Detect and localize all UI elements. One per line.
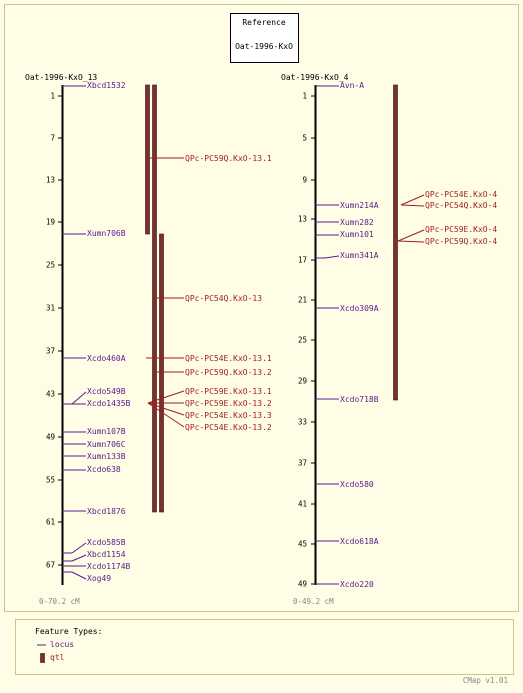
locus-label[interactable]: Xcdo460A [87, 354, 126, 363]
locus-label[interactable]: Xumn706B [87, 229, 126, 238]
locus-label[interactable]: Xumn341A [340, 251, 379, 260]
locus-label[interactable]: Xcdo309A [340, 304, 379, 313]
locus-label[interactable]: Xumn214A [340, 201, 379, 210]
locus-label[interactable]: Xumn101 [340, 230, 374, 239]
locus-label[interactable]: Xbcd1532 [87, 81, 126, 90]
tick-label: 1 [50, 92, 55, 101]
tick-label: 13 [298, 215, 307, 224]
reference-box[interactable]: Reference Oat-1996-KxO [230, 13, 299, 63]
qtl-label[interactable]: QPc-PC59Q.KxO-4 [425, 237, 497, 246]
qtl-list: QPc-PC54E.KxO-4 QPc-PC54Q.KxO-4 QPc-PC59… [397, 190, 497, 246]
qtl-label[interactable]: QPc-PC54E.KxO-13.2 [185, 423, 272, 432]
legend-border [15, 619, 514, 675]
tick-label: 1 [302, 92, 307, 101]
qtl-bar[interactable] [152, 84, 157, 513]
qtl-bars[interactable] [145, 84, 164, 513]
qtl-label[interactable]: QPc-PC59Q.KxO-13.1 [185, 154, 272, 163]
locus-label[interactable]: Xcdo585B [87, 538, 126, 547]
locus-label[interactable]: Xumn107B [87, 427, 126, 436]
locus-label[interactable]: Xog49 [87, 574, 111, 583]
qtl-label[interactable]: QPc-PC59Q.KxO-13.2 [185, 368, 272, 377]
tick-label: 25 [298, 336, 307, 345]
qtl-bar[interactable] [145, 84, 150, 235]
locus-label[interactable]: Xcdo618A [340, 537, 379, 546]
locus-label[interactable]: Xcdo580 [340, 480, 374, 489]
locus-label[interactable]: Xcdo1174B [87, 562, 131, 571]
legend-item-qtl: qtl [50, 653, 65, 662]
locus-label[interactable]: Xcdo1435B [87, 399, 131, 408]
tick-label: 33 [298, 418, 307, 427]
reference-title: Reference [242, 18, 286, 27]
qtl-label[interactable]: QPc-PC59E.KxO-13.2 [185, 399, 272, 408]
locus-label[interactable]: Xbcd1876 [87, 507, 126, 516]
locus-label[interactable]: Xbcd1154 [87, 550, 126, 559]
reference-set: Oat-1996-KxO [235, 42, 293, 51]
tick-label: 21 [298, 296, 307, 305]
map-4: Oat-1996-KxO_4 1 5 9 13 17 21 25 29 33 3… [281, 73, 497, 606]
tick-label: 61 [46, 518, 55, 527]
map-13: Oat-1996-KxO_13 1 7 13 19 25 31 37 43 49… [25, 73, 272, 606]
tick-label: 55 [46, 476, 55, 485]
locus-label[interactable]: Xcdo220 [340, 580, 374, 589]
legend-title: Feature Types: [35, 627, 102, 636]
tick-label: 29 [298, 377, 307, 386]
tick-label: 13 [46, 176, 55, 185]
map-title[interactable]: Oat-1996-KxO_13 [25, 73, 97, 82]
tick-label: 9 [302, 176, 307, 185]
locus-label[interactable]: Xcdo638 [87, 465, 121, 474]
footer-version: CMap v1.01 [463, 676, 508, 685]
qtl-label[interactable]: QPc-PC54E.KxO-4 [425, 190, 497, 199]
tick-label: 19 [46, 218, 55, 227]
tick-label: 7 [50, 134, 55, 143]
qtl-label[interactable]: QPc-PC54Q.KxO-13 [185, 294, 262, 303]
legend-item-locus: locus [50, 640, 74, 649]
axis-ticks: 1 7 13 19 25 31 37 43 49 55 61 67 [46, 92, 62, 570]
tick-label: 43 [46, 390, 55, 399]
locus-list: Avn-A Xumn214A Xumn282 Xumn101 Xumn341A … [315, 81, 379, 589]
qtl-label[interactable]: QPc-PC59E.KxO-4 [425, 225, 497, 234]
tick-label: 49 [298, 580, 307, 589]
tick-label: 5 [302, 134, 307, 143]
qtl-swatch [40, 653, 45, 663]
map-title[interactable]: Oat-1996-KxO_4 [281, 73, 349, 82]
qtl-label[interactable]: QPc-PC54E.KxO-13.3 [185, 411, 272, 420]
tick-label: 37 [298, 459, 307, 468]
tick-label: 41 [298, 500, 307, 509]
qtl-label[interactable]: QPc-PC59E.KxO-13.1 [185, 387, 272, 396]
tick-label: 25 [46, 261, 55, 270]
legend: Feature Types: locus qtl [35, 627, 102, 663]
tick-label: 31 [46, 304, 55, 313]
locus-label[interactable]: Xumn706C [87, 440, 126, 449]
locus-label[interactable]: Xumn133B [87, 452, 126, 461]
tick-label: 17 [298, 256, 307, 265]
locus-label[interactable]: Xcdo718B [340, 395, 379, 404]
locus-label[interactable]: Avn-A [340, 81, 364, 90]
locus-label[interactable]: Xcdo549B [87, 387, 126, 396]
qtl-bar[interactable] [393, 84, 398, 401]
locus-list: Xbcd1532 Xumn706B Xcdo460A Xcdo549B Xcdo… [62, 81, 131, 583]
tick-label: 45 [298, 540, 307, 549]
qtl-label[interactable]: QPc-PC54E.KxO-13.1 [185, 354, 272, 363]
map-panel-border [4, 4, 519, 612]
qtl-label[interactable]: QPc-PC54Q.KxO-4 [425, 201, 497, 210]
locus-label[interactable]: Xumn282 [340, 218, 374, 227]
qtl-list: QPc-PC59Q.KxO-13.1 QPc-PC54Q.KxO-13 QPc-… [146, 154, 272, 432]
qtl-bar[interactable] [159, 233, 164, 513]
tick-label: 49 [46, 433, 55, 442]
map-range: 0-70.2 cM [39, 597, 80, 606]
axis-ticks: 1 5 9 13 17 21 25 29 33 37 41 45 49 [298, 92, 315, 589]
qtl-bars[interactable] [393, 84, 398, 401]
map-range: 0-49.2 cM [293, 597, 334, 606]
tick-label: 67 [46, 561, 55, 570]
tick-label: 37 [46, 347, 55, 356]
